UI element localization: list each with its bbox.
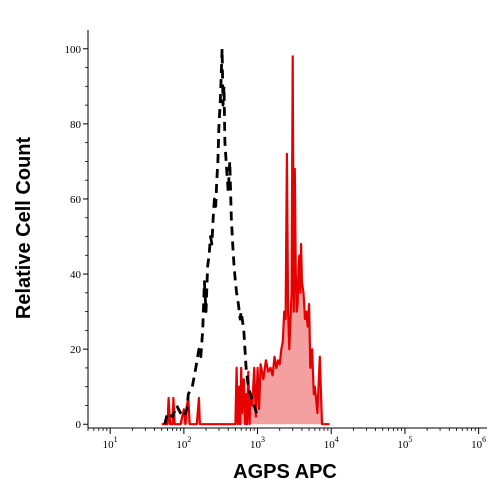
y-tick-label-4: 80 <box>70 119 82 131</box>
x-tick-label-1: 102 <box>176 435 191 451</box>
y-tick-label-3: 60 <box>70 194 82 206</box>
x-tick-label-3: 104 <box>324 435 339 451</box>
series-2-line <box>161 55 330 426</box>
x-axis-label: AGPS APC <box>233 461 337 483</box>
x-tick-label-5: 106 <box>471 435 486 451</box>
y-tick-label-1: 20 <box>70 344 82 356</box>
axes <box>83 30 487 434</box>
tick-labels: 0 20 40 60 80 100 101 102 103 104 105 106 <box>65 44 487 451</box>
series-2-fill <box>161 56 330 425</box>
y-axis-label: Relative Cell Count <box>13 137 35 320</box>
x-tick-label-0: 101 <box>103 435 118 451</box>
y-tick-label-2: 40 <box>70 269 82 281</box>
x-tick-label-2: 103 <box>250 435 265 451</box>
series-1-line <box>163 47 259 425</box>
plot-area <box>161 47 330 426</box>
y-tick-label-0: 0 <box>76 419 82 431</box>
x-tick-label-4: 105 <box>397 435 412 451</box>
y-tick-label-5: 100 <box>65 44 82 56</box>
